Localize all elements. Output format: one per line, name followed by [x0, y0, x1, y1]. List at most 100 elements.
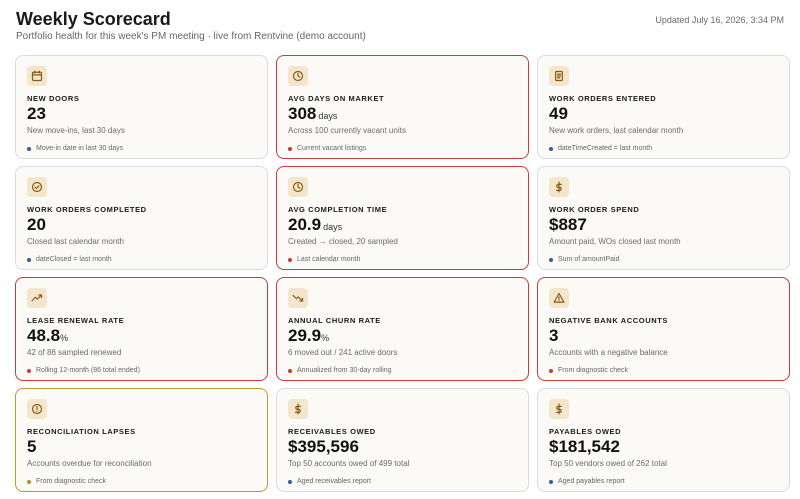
metric-value: 5	[27, 437, 37, 456]
metric-description: Created → closed, 20 sampled	[288, 237, 398, 246]
metric-description: Top 50 accounts owed of 499 total	[288, 459, 410, 468]
status-dot	[549, 257, 553, 262]
metric-description: Accounts overdue for reconciliation	[27, 459, 152, 468]
metric-card-avg-days-on-market[interactable]: AVG DAYS ON MARKET 308 days Across 100 cu…	[276, 55, 529, 159]
metric-description: Top 50 vendors owed of 262 total	[549, 459, 667, 468]
metric-unit: %	[60, 333, 69, 343]
metric-card-reconciliation-lapses[interactable]: RECONCILIATION LAPSES 5 Accounts overdue…	[15, 388, 268, 492]
metric-card-avg-completion-time[interactable]: AVG COMPLETION TIME 20.9 days Created → c…	[276, 166, 529, 270]
metric-value-row: $887	[549, 215, 779, 237]
metric-description: Across 100 currently vacant units	[288, 126, 406, 135]
alert-circle-icon	[27, 399, 47, 419]
metric-value-row: 20.9 days	[288, 215, 518, 237]
metric-source: Rolling 12-month (86 total ended)	[27, 367, 140, 374]
metric-label: NEW DOORS	[27, 94, 80, 103]
metric-value-row: 20	[27, 215, 257, 237]
warning-triangle-icon	[549, 288, 569, 308]
status-dot	[549, 146, 553, 151]
page-subtitle: Portfolio health for this week's PM meet…	[16, 31, 366, 42]
calendar-icon	[27, 66, 47, 86]
metric-source-text: Sum of amountPaid	[558, 256, 620, 263]
clock-icon	[288, 177, 308, 197]
metric-label: PAYABLES OWED	[549, 427, 622, 436]
metric-unit: days	[318, 111, 338, 121]
status-dot	[288, 479, 292, 484]
metric-value: 20.9	[288, 215, 322, 234]
metric-source: dateTimeCreated = last month	[549, 145, 652, 152]
metric-value: $181,542	[549, 437, 620, 456]
metric-card-receivables-owed[interactable]: RECEIVABLES OWED $395,596 Top 50 account…	[276, 388, 529, 492]
page-title: Weekly Scorecard	[16, 9, 171, 29]
metric-card-payables-owed[interactable]: PAYABLES OWED $181,542 Top 50 vendors ow…	[537, 388, 790, 492]
status-dot	[549, 479, 553, 484]
metric-card-work-orders-entered[interactable]: WORK ORDERS ENTERED 49 New work orders, …	[537, 55, 790, 159]
dollar-icon	[549, 399, 569, 419]
metric-source: dateClosed = last month	[27, 256, 112, 263]
metric-label: WORK ORDERS COMPLETED	[27, 205, 147, 214]
metric-description: New work orders, last calendar month	[549, 126, 684, 135]
trending-up-icon	[27, 288, 47, 308]
metric-description: New move-ins, last 30 days	[27, 126, 125, 135]
metric-value-row: 23	[27, 104, 257, 126]
metric-source: Last calendar month	[288, 256, 360, 263]
metric-label: RECONCILIATION LAPSES	[27, 427, 136, 436]
metric-label: RECEIVABLES OWED	[288, 427, 376, 436]
page-header: Weekly Scorecard Portfolio health for th…	[16, 8, 784, 48]
metric-card-work-order-spend[interactable]: WORK ORDER SPEND $887 Amount paid, WOs c…	[537, 166, 790, 270]
metric-source: Sum of amountPaid	[549, 256, 619, 263]
metric-card-lease-renewal-rate[interactable]: LEASE RENEWAL RATE 48.8% 42 of 86 sample…	[15, 277, 268, 381]
metric-source-text: Last calendar month	[297, 256, 361, 263]
metric-card-annual-churn-rate[interactable]: ANNUAL CHURN RATE 29.9% 6 moved out / 24…	[276, 277, 529, 381]
metric-value: 23	[27, 104, 46, 123]
metric-source-text: Rolling 12-month (86 total ended)	[36, 367, 140, 374]
metric-source: Annualized from 30-day rolling	[288, 367, 392, 374]
metric-label: LEASE RENEWAL RATE	[27, 316, 125, 325]
status-dot	[288, 368, 292, 373]
clock-icon	[288, 66, 308, 86]
metric-source-text: From diagnostic check	[558, 367, 629, 374]
metric-label: ANNUAL CHURN RATE	[288, 316, 381, 325]
metric-card-work-orders-completed[interactable]: WORK ORDERS COMPLETED 20 Closed last cal…	[15, 166, 268, 270]
metric-value-row: 308 days	[288, 104, 518, 126]
metric-unit: %	[321, 333, 330, 343]
metric-value-row: $181,542	[549, 437, 779, 459]
metric-unit: days	[323, 222, 343, 232]
metric-value: 308	[288, 104, 317, 123]
status-dot	[288, 146, 292, 151]
metric-source: From diagnostic check	[27, 478, 106, 485]
metric-source-text: dateClosed = last month	[36, 256, 112, 263]
status-dot	[27, 146, 31, 151]
metric-card-negative-bank-accounts[interactable]: NEGATIVE BANK ACCOUNTS 3 Accounts with a…	[537, 277, 790, 381]
metric-value: 3	[549, 326, 559, 345]
metric-source-text: Move-in date in last 30 days	[36, 145, 124, 152]
updated-timestamp: Updated July 16, 2026, 3:34 PM	[655, 15, 784, 25]
metric-value: 49	[549, 104, 568, 123]
status-dot	[27, 479, 31, 484]
status-dot	[27, 368, 31, 373]
status-dot	[27, 257, 31, 262]
metric-card-new-doors[interactable]: NEW DOORS 23 New move-ins, last 30 days …	[15, 55, 268, 159]
dollar-icon	[549, 177, 569, 197]
metric-label: WORK ORDER SPEND	[549, 205, 640, 214]
clipboard-icon	[549, 66, 569, 86]
metric-label: AVG DAYS ON MARKET	[288, 94, 385, 103]
metric-source-text: Current vacant listings	[297, 145, 367, 152]
metric-source: Aged receivables report	[288, 478, 371, 485]
check-circle-icon	[27, 177, 47, 197]
scorecard-grid: NEW DOORS 23 New move-ins, last 30 days …	[15, 55, 790, 492]
metric-value: $887	[549, 215, 587, 234]
metric-value-row: 29.9%	[288, 326, 518, 348]
metric-description: Amount paid, WOs closed last month	[549, 237, 681, 246]
metric-value: 20	[27, 215, 46, 234]
metric-source: Move-in date in last 30 days	[27, 145, 123, 152]
metric-value-row: 5	[27, 437, 257, 459]
metric-description: 42 of 86 sampled renewed	[27, 348, 122, 357]
metric-value: $395,596	[288, 437, 359, 456]
metric-source: From diagnostic check	[549, 367, 628, 374]
metric-source: Aged payables report	[549, 478, 625, 485]
status-dot	[288, 257, 292, 262]
metric-source-text: From diagnostic check	[36, 478, 107, 485]
metric-source-text: Annualized from 30-day rolling	[297, 367, 392, 374]
metric-label: NEGATIVE BANK ACCOUNTS	[549, 316, 669, 325]
trending-down-icon	[288, 288, 308, 308]
